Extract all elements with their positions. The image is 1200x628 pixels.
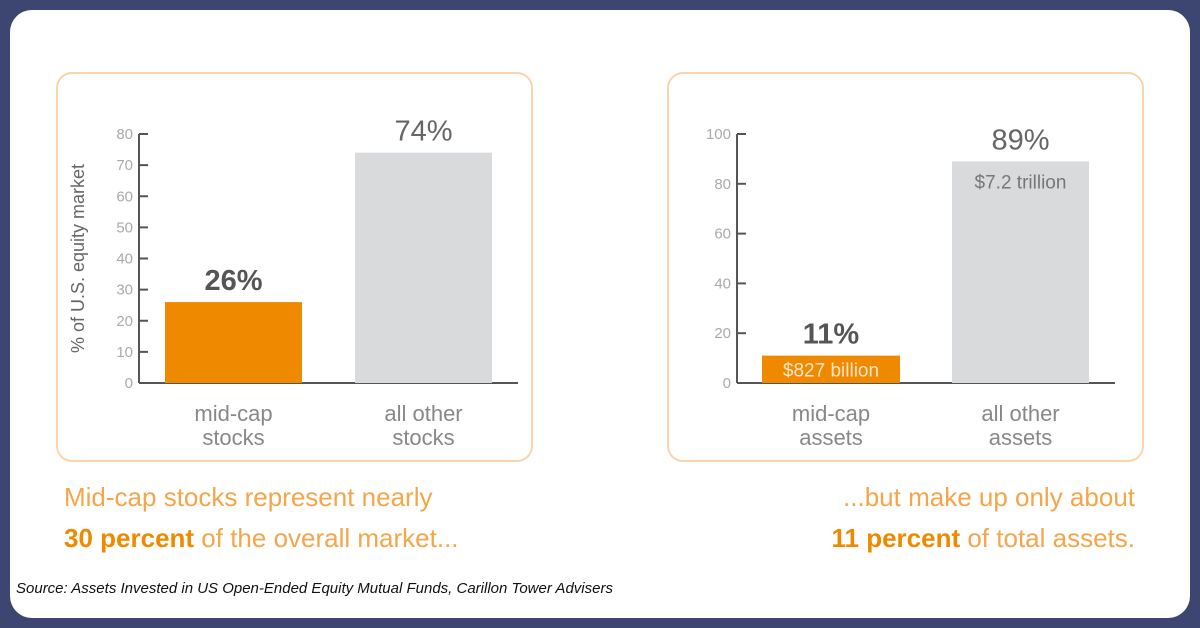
y-tick-label: 0 [125,375,133,392]
left-caption-line1: Mid-cap stocks represent nearly [64,482,433,512]
left-chart-panel [56,72,533,462]
right-caption-bold: 11 percent [831,523,961,553]
y-tick-label: 80 [116,126,133,143]
category-label: mid-cap [194,401,272,426]
data-label: 26% [204,265,262,297]
left-caption-line2: 30 percent of the overall market... [64,523,459,554]
category-label: assets [799,425,863,450]
y-tick-label: 30 [116,282,133,299]
bar-mid-cap [165,302,302,383]
y-tick-label: 40 [116,251,133,268]
y-tick-label: 50 [116,219,133,236]
right-caption-line2: 11 percent of total assets. [831,523,1135,554]
left-caption-rest: of the overall market... [194,523,459,553]
category-label: stocks [392,425,454,450]
category-label: assets [989,425,1053,450]
bar-inner-label: $827 billion [783,361,879,382]
y-axis-label: % of U.S. equity market [68,164,88,353]
y-tick-label: 60 [714,226,731,243]
y-tick-label: 0 [723,375,731,392]
data-label: 11% [803,319,860,351]
y-tick-label: 80 [714,176,731,193]
category-label: mid-cap [792,401,870,426]
source-note: Source: Assets Invested in US Open-Ended… [16,580,613,597]
data-label: 89% [991,124,1049,156]
data-label: 74% [394,116,452,148]
right-caption-rest: of total assets. [960,523,1135,553]
y-tick-label: 10 [116,344,133,361]
right-chart-panel [667,72,1144,462]
y-tick-label: 60 [116,188,133,205]
y-tick-label: 100 [706,126,731,143]
left-caption-bold: 30 percent [64,523,195,553]
bar-all-other [355,152,492,383]
y-tick-label: 70 [116,157,133,174]
category-label: all other [384,401,462,426]
bar-inner-label: $7.2 trillion [975,172,1067,193]
category-label: all other [981,401,1059,426]
category-label: stocks [202,425,264,450]
right-caption-line1: ...but make up only about [843,482,1135,512]
y-tick-label: 20 [714,325,731,342]
y-tick-label: 20 [116,313,133,330]
y-tick-label: 40 [714,275,731,292]
bar-mid-cap [762,355,900,383]
bar-all-other [952,161,1089,383]
